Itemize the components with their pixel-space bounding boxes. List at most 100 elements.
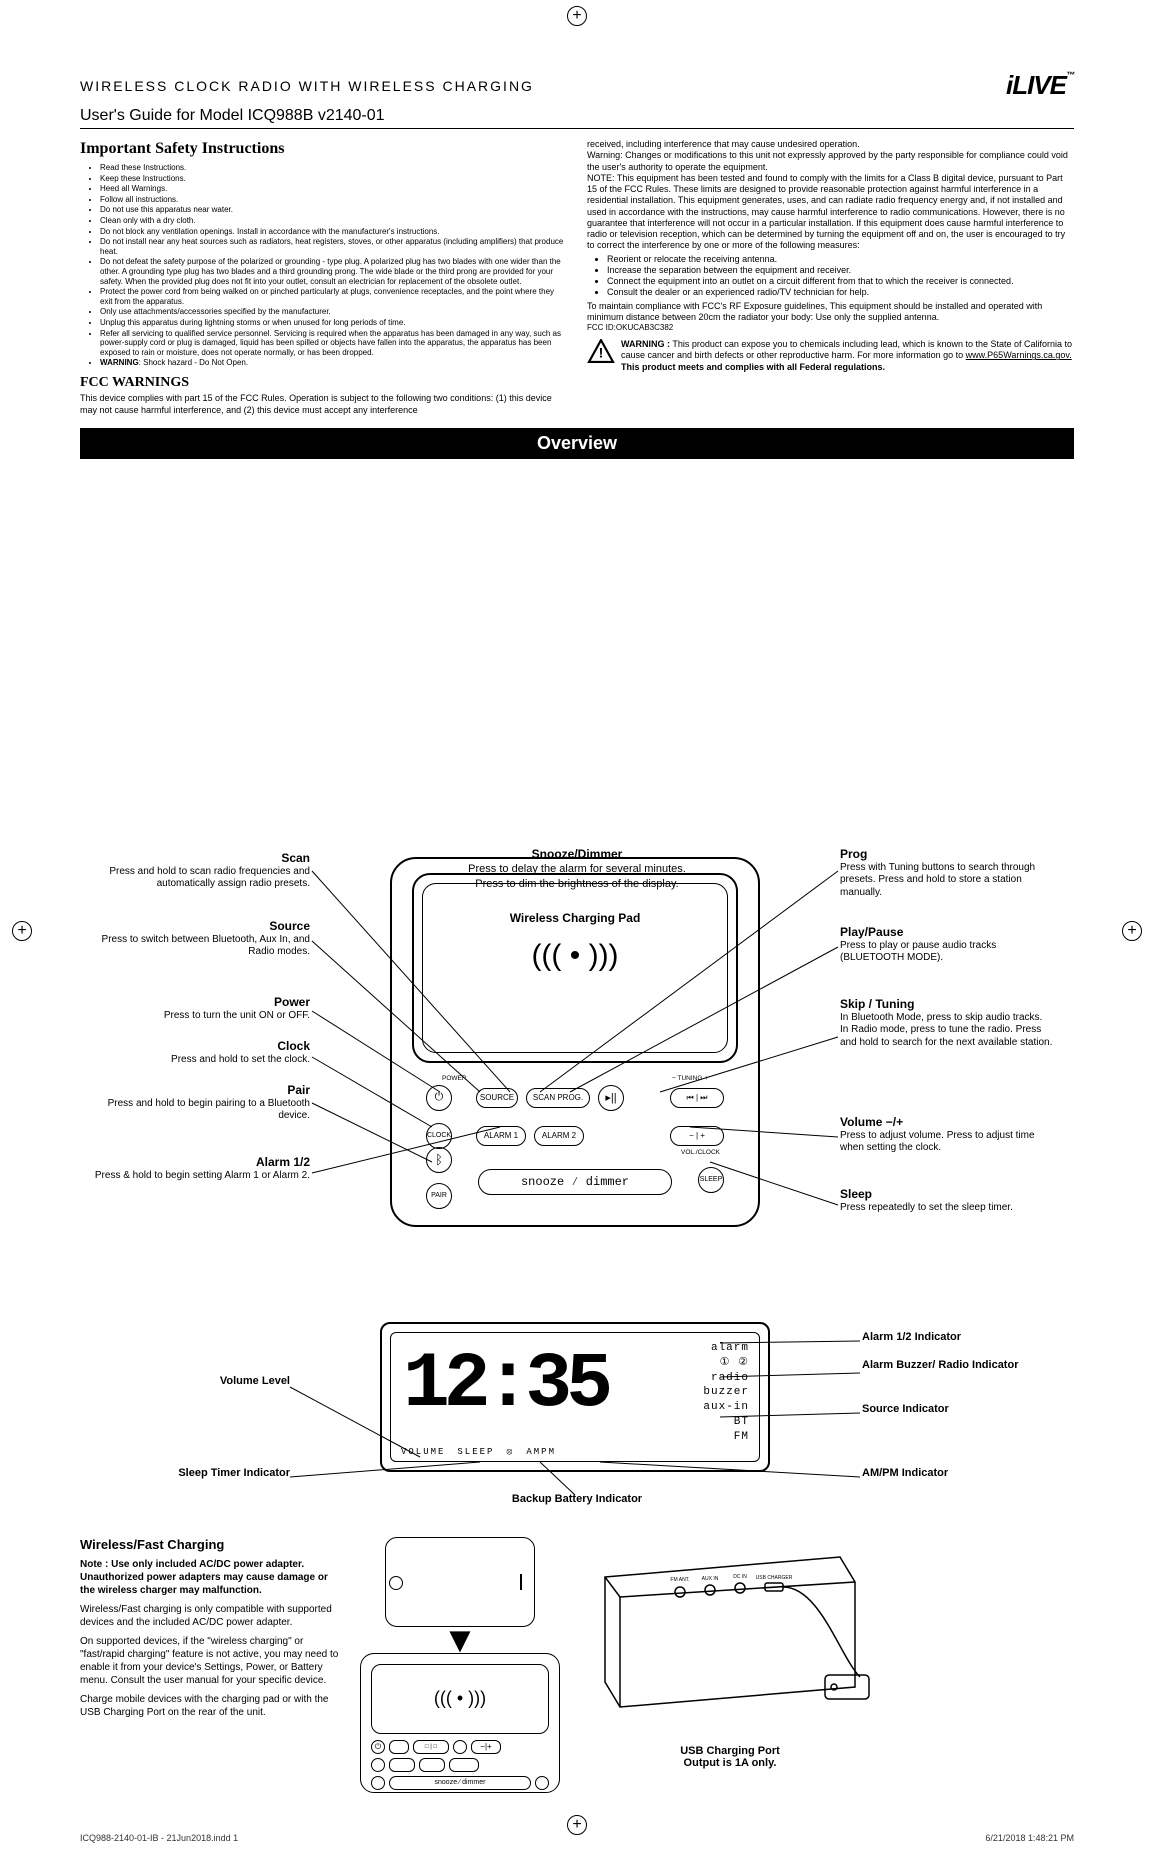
callout-source-indicator: Source Indicator	[862, 1403, 1062, 1415]
charging-heading: Wireless/Fast Charging	[80, 1537, 340, 1554]
alarm2-button: ALARM 2	[534, 1126, 584, 1146]
svg-text:USB CHARGER: USB CHARGER	[756, 1575, 793, 1581]
fcc-p1: This device complies with part 15 of the…	[80, 393, 567, 416]
charging-diagrams: ▼ ((( • ))) ⏻ □ | □ −|+	[360, 1537, 1074, 1793]
product-subtitle: User's Guide for Model ICQ988B v2140-01	[80, 107, 1074, 129]
fcc-p2c: NOTE: This equipment has been tested and…	[587, 173, 1074, 252]
svg-text:DC IN: DC IN	[733, 1574, 747, 1580]
safety-column: Important Safety Instructions Read these…	[80, 139, 567, 416]
callout-source: SourcePress to switch between Bluetooth,…	[90, 919, 310, 959]
source-button: SOURCE	[476, 1088, 518, 1108]
charging-p3: Charge mobile devices with the charging …	[80, 1693, 340, 1719]
clock-button: CLOCK	[426, 1123, 452, 1149]
fcc-rf: To maintain compliance with FCC's RF Exp…	[587, 301, 1074, 324]
safety-warning: WARNING: Shock hazard - Do Not Open.	[100, 358, 567, 368]
fcc-measure: Connect the equipment into an outlet on …	[607, 276, 1074, 287]
phone-outline	[385, 1537, 535, 1627]
charging-note: Note : Use only included AC/DC power ada…	[80, 1558, 340, 1597]
safety-item: Only use attachments/accessories specifi…	[100, 307, 567, 317]
fcc-measure: Consult the dealer or an experienced rad…	[607, 287, 1074, 298]
safety-item: Heed all Warnings.	[100, 184, 567, 194]
skip-buttons: ⏮ | ⏭	[670, 1088, 724, 1108]
svg-text:!: !	[599, 346, 604, 362]
mini-device-top: ((( • ))) ⏻ □ | □ −|+	[360, 1653, 560, 1793]
charging-pad-label: Wireless Charging Pad	[392, 911, 758, 925]
callout-power: PowerPress to turn the unit ON or OFF.	[90, 995, 310, 1023]
callout-backup-battery: Backup Battery Indicator	[80, 1493, 1074, 1505]
svg-text:FM ANT.: FM ANT.	[670, 1577, 689, 1583]
callout-playpause: Play/PausePress to play or pause audio t…	[840, 925, 1060, 965]
callout-skip: Skip / TuningIn Bluetooth Mode, press to…	[840, 997, 1060, 1050]
scan-prog-button: SCAN PROG.	[526, 1088, 590, 1108]
fcc-p2a: received, including interference that ma…	[587, 139, 1074, 150]
safety-item: Do not block any ventilation openings. I…	[100, 227, 567, 237]
charging-text: Wireless/Fast Charging Note : Use only i…	[80, 1537, 340, 1793]
brand-logo: iLIVE™	[1006, 70, 1074, 101]
charging-p2: On supported devices, if the "wireless c…	[80, 1635, 340, 1687]
safety-item: Do not defeat the safety purpose of the …	[100, 257, 567, 286]
vol-buttons: − | +	[670, 1126, 724, 1146]
callout-buzzer-indicator: Alarm Buzzer/ Radio Indicator	[862, 1359, 1062, 1371]
callout-alarm-indicator: Alarm 1/2 Indicator	[862, 1331, 1062, 1343]
fcc-measure: Increase the separation between the equi…	[607, 265, 1074, 276]
play-pause-button: ▸||	[598, 1085, 624, 1111]
safety-item: Keep these Instructions.	[100, 174, 567, 184]
phone-speaker-icon	[520, 1574, 522, 1590]
safety-item: Do not use this apparatus near water.	[100, 205, 567, 215]
snooze-dimmer-bar: snooze ∕ dimmer	[478, 1169, 672, 1195]
fcc-id: FCC ID:OKUCAB3C382	[587, 323, 1074, 333]
safety-item: Clean only with a dry cloth.	[100, 216, 567, 226]
callout-alarm: Alarm 1/2Press & hold to begin setting A…	[90, 1155, 310, 1183]
usb-charge-illustration: FM ANT. AUX IN DC IN USB CHARGER USB Cha…	[590, 1537, 870, 1769]
button-panel: POWER − TUNING + ⏻ SOURCE SCAN PROG. ▸||…	[412, 1075, 738, 1211]
alarm1-button: ALARM 1	[476, 1126, 526, 1146]
wireless-icon: ((( • )))	[392, 939, 758, 973]
charging-p1: Wireless/Fast charging is only compatibl…	[80, 1603, 340, 1629]
display-bottom-labels: VOLUME SLEEP ⦻ AMPM	[401, 1447, 749, 1457]
fcc-p2b: Warning: Changes or modifications to thi…	[587, 150, 1074, 173]
safety-list: Read these Instructions. Keep these Inst…	[80, 163, 567, 368]
safety-item: Follow all instructions.	[100, 195, 567, 205]
safety-item: Unplug this apparatus during lightning s…	[100, 318, 567, 328]
fcc-column: received, including interference that ma…	[587, 139, 1074, 416]
safety-fcc-columns: Important Safety Instructions Read these…	[80, 139, 1074, 416]
display-outline: 12:35 alarm ① ② radio buzzer aux-in BT F…	[380, 1322, 770, 1472]
phone-home-icon	[389, 1576, 403, 1590]
sleep-button: SLEEP	[698, 1167, 724, 1193]
product-line: WIRELESS CLOCK RADIO WITH WIRELESS CHARG…	[80, 78, 534, 94]
callout-volume: Volume −/+Press to adjust volume. Press …	[840, 1115, 1060, 1155]
device-back-view: FM ANT. AUX IN DC IN USB CHARGER	[590, 1537, 870, 1737]
callout-prog: ProgPress with Tuning buttons to search …	[840, 847, 1060, 900]
header-row: WIRELESS CLOCK RADIO WITH WIRELESS CHARG…	[80, 70, 1074, 101]
usb-caption: USB Charging Port Output is 1A only.	[590, 1745, 870, 1769]
callout-sleep-indicator: Sleep Timer Indicator	[90, 1467, 290, 1479]
power-button: ⏻	[426, 1085, 452, 1111]
clock-time: 12:35	[403, 1341, 607, 1429]
chemical-warning: ! WARNING : This product can expose you …	[587, 339, 1074, 373]
footer-left: ICQ988-2140-01-IB - 21Jun2018.indd 1	[80, 1833, 238, 1843]
safety-item: Read these Instructions.	[100, 163, 567, 173]
device-outline: Wireless Charging Pad ((( • ))) POWER − …	[390, 857, 760, 1227]
callout-scan: ScanPress and hold to scan radio frequen…	[90, 851, 310, 891]
fcc-measure: Reorient or relocate the receiving anten…	[607, 254, 1074, 265]
safety-item: Do not install near any heat sources suc…	[100, 237, 567, 256]
safety-item: Refer all servicing to qualified service…	[100, 329, 567, 358]
display-diagram: Volume Level Sleep Timer Indicator Alarm…	[80, 1317, 1074, 1527]
svg-text:AUX IN: AUX IN	[702, 1576, 719, 1582]
callout-ampm-indicator: AM/PM Indicator	[862, 1467, 1062, 1479]
fcc-heading: FCC WARNINGS	[80, 374, 567, 392]
safety-item: Protect the power cord from being walked…	[100, 287, 567, 306]
callout-pair: PairPress and hold to begin pairing to a…	[90, 1083, 310, 1123]
pair-button: PAIR	[426, 1183, 452, 1209]
charging-section: Wireless/Fast Charging Note : Use only i…	[80, 1537, 1074, 1793]
wireless-charge-illustration: ▼ ((( • ))) ⏻ □ | □ −|+	[360, 1537, 560, 1793]
wireless-icon: ((( • )))	[371, 1664, 549, 1734]
bluetooth-icon: ᛒ	[426, 1147, 452, 1173]
warning-triangle-icon: !	[587, 339, 615, 363]
display-side-labels: alarm ① ② radio buzzer aux-in BT FM	[703, 1341, 749, 1445]
fcc-measures: Reorient or relocate the receiving anten…	[587, 254, 1074, 299]
callout-clock: ClockPress and hold to set the clock.	[90, 1039, 310, 1067]
overview-diagram: ScanPress and hold to scan radio frequen…	[80, 847, 1074, 1307]
callout-volume-level: Volume Level	[90, 1375, 290, 1387]
callout-sleep: SleepPress repeatedly to set the sleep t…	[840, 1187, 1060, 1215]
